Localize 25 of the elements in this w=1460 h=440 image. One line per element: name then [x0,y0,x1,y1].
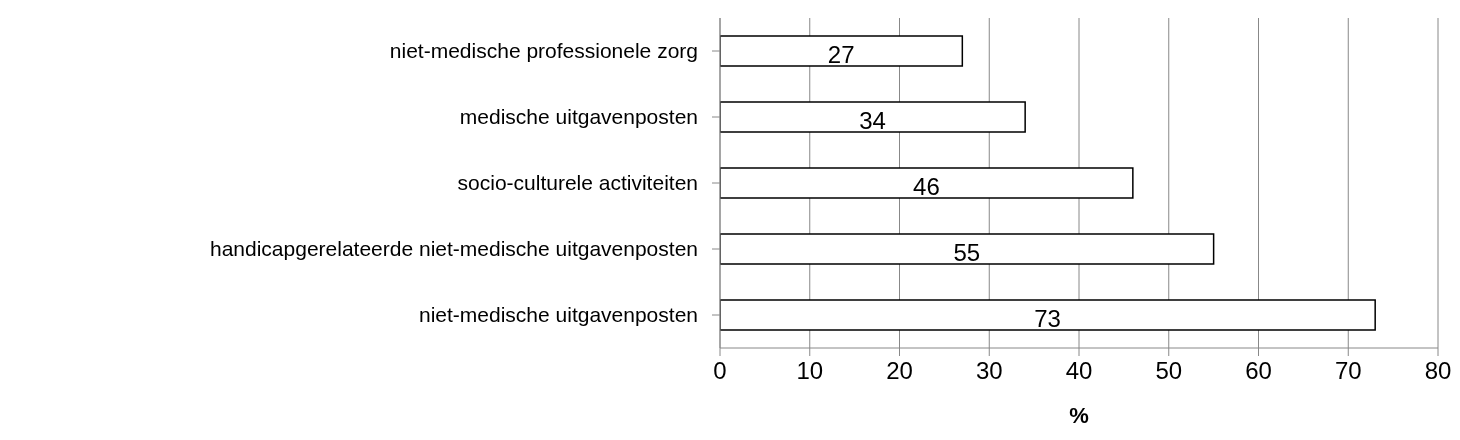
y-tick-label: socio-culturele activiteiten [457,171,698,195]
x-tick-label: 70 [1334,357,1362,385]
data-label: 34 [859,106,886,134]
bar [720,35,964,67]
x-tick-label: 40 [1065,357,1093,385]
data-label: 55 [953,238,981,266]
bar [720,101,1026,133]
y-tick-label: niet-medische uitgavenposten [418,303,698,327]
bar [720,233,1215,265]
x-tick-label: 0 [713,357,727,385]
x-tick-label: 80 [1424,357,1452,385]
x-axis-title: % [1069,403,1089,428]
y-tick-label: handicapgerelateerde niet-medische uitgavenposten [209,237,698,261]
x-tick-label: 60 [1245,357,1272,385]
x-tick-label: 30 [975,357,1003,385]
bar [720,167,1134,199]
y-tick-label: medische uitgavenposten [459,105,698,129]
data-label: 27 [827,40,855,68]
x-tick-label: 20 [886,357,913,385]
y-tick-label: niet-medische professionele zorg [389,39,698,63]
data-label: 73 [1034,304,1061,332]
x-tick-label: 50 [1155,357,1183,385]
data-label: 46 [913,172,940,200]
bar [720,299,1376,331]
x-tick-label: 10 [796,357,824,385]
